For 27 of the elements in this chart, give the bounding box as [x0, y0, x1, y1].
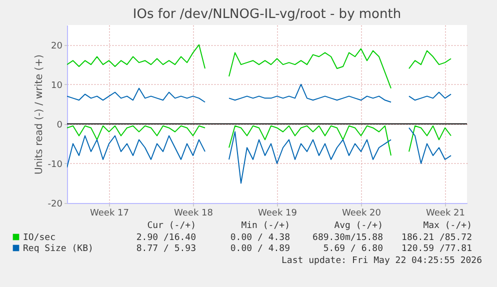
text: 5.69 / 6.80 — [323, 244, 383, 254]
text: 120.59 /77.81 — [402, 244, 472, 254]
text: 0.00 / 4.38 — [230, 233, 290, 243]
x-tick-label: Week 17 — [90, 208, 129, 218]
text: Cur (-/+) — [147, 221, 196, 231]
x-tick-label: Week 20 — [342, 208, 382, 218]
legend-label: Req Size (KB) — [23, 244, 94, 254]
text: Max (-/+) — [423, 221, 472, 231]
text: 689.30m/15.88 — [312, 233, 383, 243]
x-tick-label: Week 19 — [258, 208, 298, 218]
y-tick-label: -20 — [48, 200, 63, 210]
y-tick-label: -10 — [48, 160, 63, 170]
x-tick-label: Week 21 — [426, 208, 465, 218]
y-axis-title: Units read (-) / write (+) — [34, 54, 45, 175]
y-tick-label: 0 — [56, 120, 63, 130]
x-tick-label: Week 18 — [174, 208, 214, 218]
y-tick-label: 20 — [51, 41, 63, 52]
text: 186.21 /85.72 — [402, 233, 472, 243]
text: 8.77 / 5.93 — [136, 244, 196, 254]
text: Avg (-/+) — [334, 221, 383, 231]
text: 0.00 / 4.89 — [230, 244, 290, 254]
y-tick-label: 10 — [51, 80, 63, 91]
legend-label: IO/sec — [23, 233, 56, 243]
chart-title: IOs for /dev/NLNOG-IL-vg/root - by month — [132, 7, 402, 22]
text: Last update: Fri May 22 04:25:55 2026 — [282, 256, 482, 266]
text: 2.90 /16.40 — [136, 233, 196, 243]
text: Min (-/+) — [241, 221, 290, 231]
